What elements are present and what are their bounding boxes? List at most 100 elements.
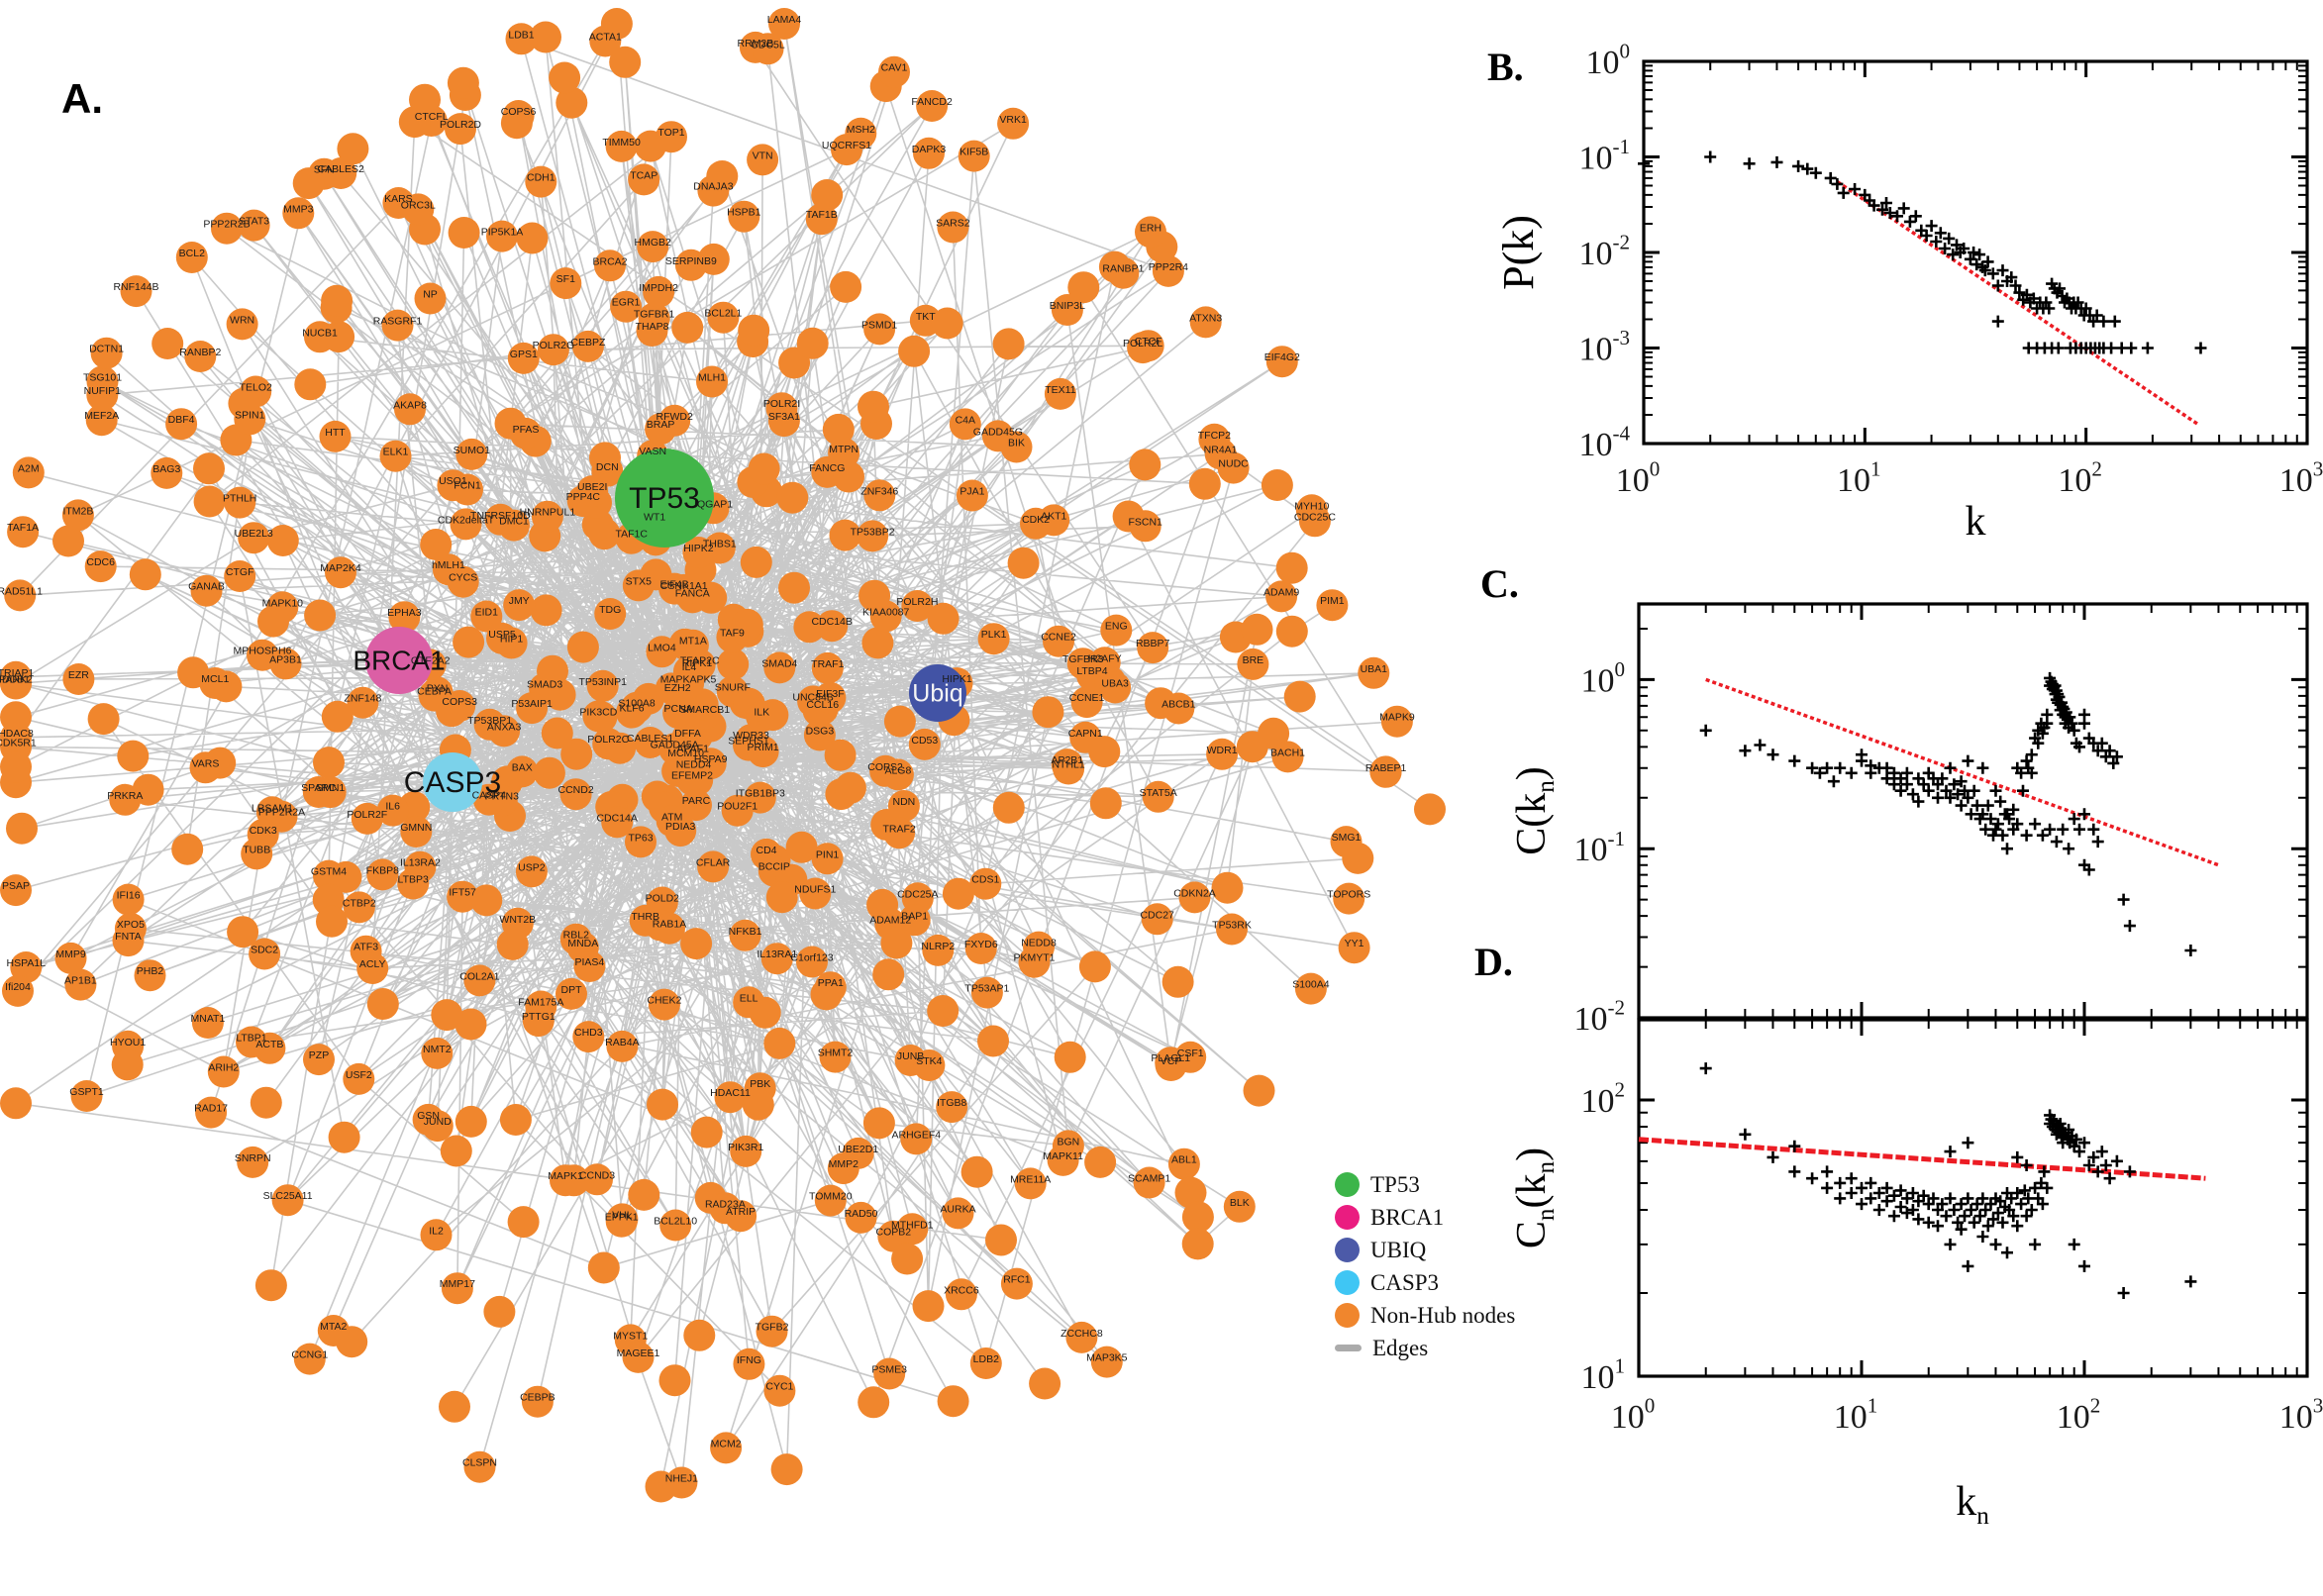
network-node (302, 776, 335, 808)
node-label: MAPK11 (1043, 1150, 1083, 1162)
legend-item-non-hub-nodes: Non-Hub nodes (1335, 1299, 1515, 1332)
network-node (325, 556, 356, 589)
node-label: CCND3 (579, 1169, 615, 1181)
minor-ticks (1639, 1020, 2307, 1376)
network-node (883, 705, 916, 738)
panel-d-label: D. (1474, 940, 1513, 984)
network-node (292, 167, 325, 200)
node-label: MRE11A (1010, 1173, 1051, 1185)
axis-tick-label: 102 (1580, 1078, 1625, 1120)
plot-frame-D (1637, 1018, 2309, 1378)
node-label: WNT2B (499, 914, 536, 926)
network-node (695, 581, 728, 614)
network-node (681, 763, 714, 796)
network-node (628, 1178, 660, 1211)
network-node (450, 508, 482, 541)
axis-tick-label: 100 (1580, 657, 1625, 699)
node-label: BCL2 (179, 248, 205, 259)
node-label: TRAF1 (811, 658, 844, 670)
node-label: GTF2A2 (411, 655, 451, 667)
node-label: WRN (230, 314, 254, 326)
network-node (658, 404, 691, 437)
node-label: NDN (893, 796, 916, 808)
network-node (873, 1357, 906, 1390)
node-label: TCAP (630, 169, 657, 181)
x-axis-label-b: k (1966, 499, 1986, 545)
network-node (1342, 842, 1374, 874)
network-node (857, 520, 889, 552)
node-label: TP53RK (1212, 920, 1252, 932)
network-node (1084, 1146, 1117, 1178)
network-node (112, 883, 145, 916)
node-label: MPHOSPH6 (234, 646, 292, 657)
node-label: IQGAP1 (694, 498, 733, 510)
network-node (2, 974, 34, 1007)
network-node (177, 656, 210, 689)
network-node (1369, 755, 1402, 788)
node-label: NR4A1 (1204, 444, 1238, 455)
node-label: ZNF148 (344, 693, 381, 705)
node-label: XPO5 (117, 919, 145, 931)
node-label: CDH1 (527, 172, 556, 184)
network-node (494, 407, 527, 440)
node-label: ATRIP (726, 1206, 756, 1218)
network-node (945, 1278, 977, 1311)
network-node (796, 327, 829, 359)
network-node (1100, 614, 1133, 647)
node-label: IFT57 (449, 887, 476, 899)
network-node (1067, 271, 1100, 304)
network-node (828, 437, 860, 469)
node-label: FANCD2 (911, 96, 953, 108)
node-label: PLK1 (981, 629, 1007, 641)
network-node (550, 267, 582, 300)
node-label: TP53BP1 (467, 715, 512, 727)
node-label: BAG3 (152, 463, 180, 475)
network-node (1258, 717, 1290, 749)
network-node (313, 859, 345, 892)
network-node (1414, 793, 1446, 826)
network-node (900, 1123, 933, 1155)
node-label: CDK5R1 (0, 737, 37, 748)
node-label: CCNE1 (1069, 692, 1105, 704)
network-node (697, 850, 730, 883)
node-label: POLR2H (896, 596, 938, 608)
network-node (454, 1105, 487, 1138)
node-label: WDR1 (1207, 745, 1238, 756)
legend-item-label: CASP3 (1370, 1269, 1440, 1295)
node-label: WDR33 (733, 730, 769, 742)
panel-b-label: B. (1487, 45, 1524, 89)
network-node (638, 302, 670, 335)
node-label: MEF2A (84, 410, 119, 422)
node-label: KLF6 (619, 703, 644, 715)
network-node (328, 1121, 360, 1153)
node-label: SNRPN (235, 1152, 271, 1164)
legend-item-tp53: TP53 (1335, 1168, 1515, 1201)
node-label: MNDA (567, 938, 598, 949)
node-label: ANXA3 (487, 721, 522, 733)
node-label: TGFB2 (756, 1322, 789, 1334)
node-label: STAT3 (239, 216, 269, 228)
node-label: RANBP1 (1102, 263, 1144, 275)
network-node (796, 946, 828, 978)
network-node (224, 560, 256, 592)
node-label: CDKN2A (1173, 887, 1216, 899)
network-node (834, 771, 866, 804)
node-label: MAPK9 (1379, 712, 1415, 724)
node-label: GSTM4 (311, 866, 347, 878)
network-node (628, 163, 660, 196)
node-label: GSPT1 (69, 1086, 104, 1098)
node-label: BNIP3L (1050, 300, 1085, 312)
plot-frame-C (1637, 602, 2309, 1020)
node-label: RNF144B (113, 281, 158, 293)
node-label: KIAA0087 (862, 606, 909, 618)
network-node (680, 928, 713, 960)
node-label: GANAB (188, 581, 225, 593)
node-label: ARIH2 (208, 1062, 239, 1074)
node-label: PJA1 (960, 486, 984, 498)
node-label: CCNG1 (291, 1349, 328, 1361)
network-node (313, 747, 345, 779)
node-label: PIK3R1 (728, 1142, 763, 1153)
node-label: CDK2 (1022, 514, 1050, 526)
network-node (86, 365, 119, 398)
node-label: SMG1 (1332, 832, 1362, 844)
